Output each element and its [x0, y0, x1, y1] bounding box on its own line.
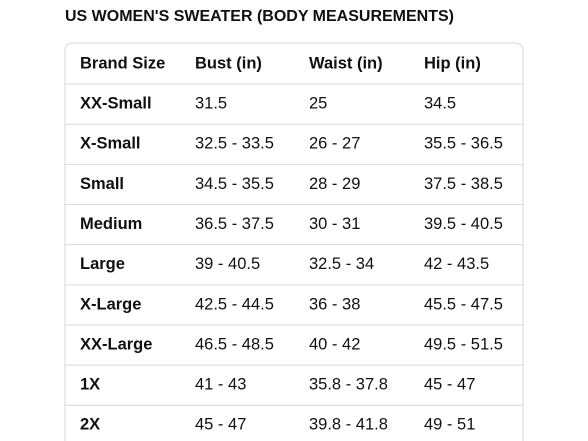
cell: 37.5 - 38.5 — [424, 175, 503, 193]
cell: 31.5 — [195, 95, 227, 113]
size-label: 2X — [80, 416, 100, 434]
cell: 36.5 - 37.5 — [195, 215, 274, 233]
size-label: X-Small — [80, 135, 141, 153]
cell: 40 - 42 — [309, 335, 360, 353]
column-header: Waist (in) — [309, 54, 383, 72]
cell: 45 - 47 — [195, 416, 246, 434]
cell: 35.8 - 37.8 — [309, 376, 388, 394]
title: US WOMEN'S SWEATER (BODY MEASUREMENTS) — [65, 8, 454, 25]
column-header: Bust (in) — [195, 54, 262, 72]
cell: 45.5 - 47.5 — [424, 295, 503, 313]
cell: 39.8 - 41.8 — [309, 416, 388, 434]
cell: 26 - 27 — [309, 135, 360, 153]
size-label: XX-Small — [80, 95, 152, 113]
cell: 49 - 51 — [424, 416, 475, 434]
cell: 42 - 43.5 — [424, 255, 489, 273]
cell: 34.5 - 35.5 — [195, 175, 274, 193]
cell: 28 - 29 — [309, 175, 360, 193]
cell: 36 - 38 — [309, 295, 360, 313]
table-border — [64, 42, 524, 441]
cell: 49.5 - 51.5 — [424, 335, 503, 353]
cell: 32.5 - 34 — [309, 255, 374, 273]
cell: 34.5 — [424, 95, 456, 113]
size-label: 1X — [80, 376, 100, 394]
column-header: Brand Size — [80, 54, 165, 72]
column-header: Hip (in) — [424, 54, 481, 72]
size-label: Large — [80, 255, 125, 273]
cell: 41 - 43 — [195, 376, 246, 394]
cell: 25 — [309, 95, 327, 113]
size-label: X-Large — [80, 295, 141, 313]
cell: 30 - 31 — [309, 215, 360, 233]
cell: 32.5 - 33.5 — [195, 135, 274, 153]
size-label: XX-Large — [80, 335, 152, 353]
size-label: Medium — [80, 215, 142, 233]
cell: 46.5 - 48.5 — [195, 335, 274, 353]
cell: 42.5 - 44.5 — [195, 295, 274, 313]
cell: 35.5 - 36.5 — [424, 135, 503, 153]
cell: 39 - 40.5 — [195, 255, 260, 273]
cell: 39.5 - 40.5 — [424, 215, 503, 233]
size-label: Small — [80, 175, 124, 193]
cell: 45 - 47 — [424, 376, 475, 394]
